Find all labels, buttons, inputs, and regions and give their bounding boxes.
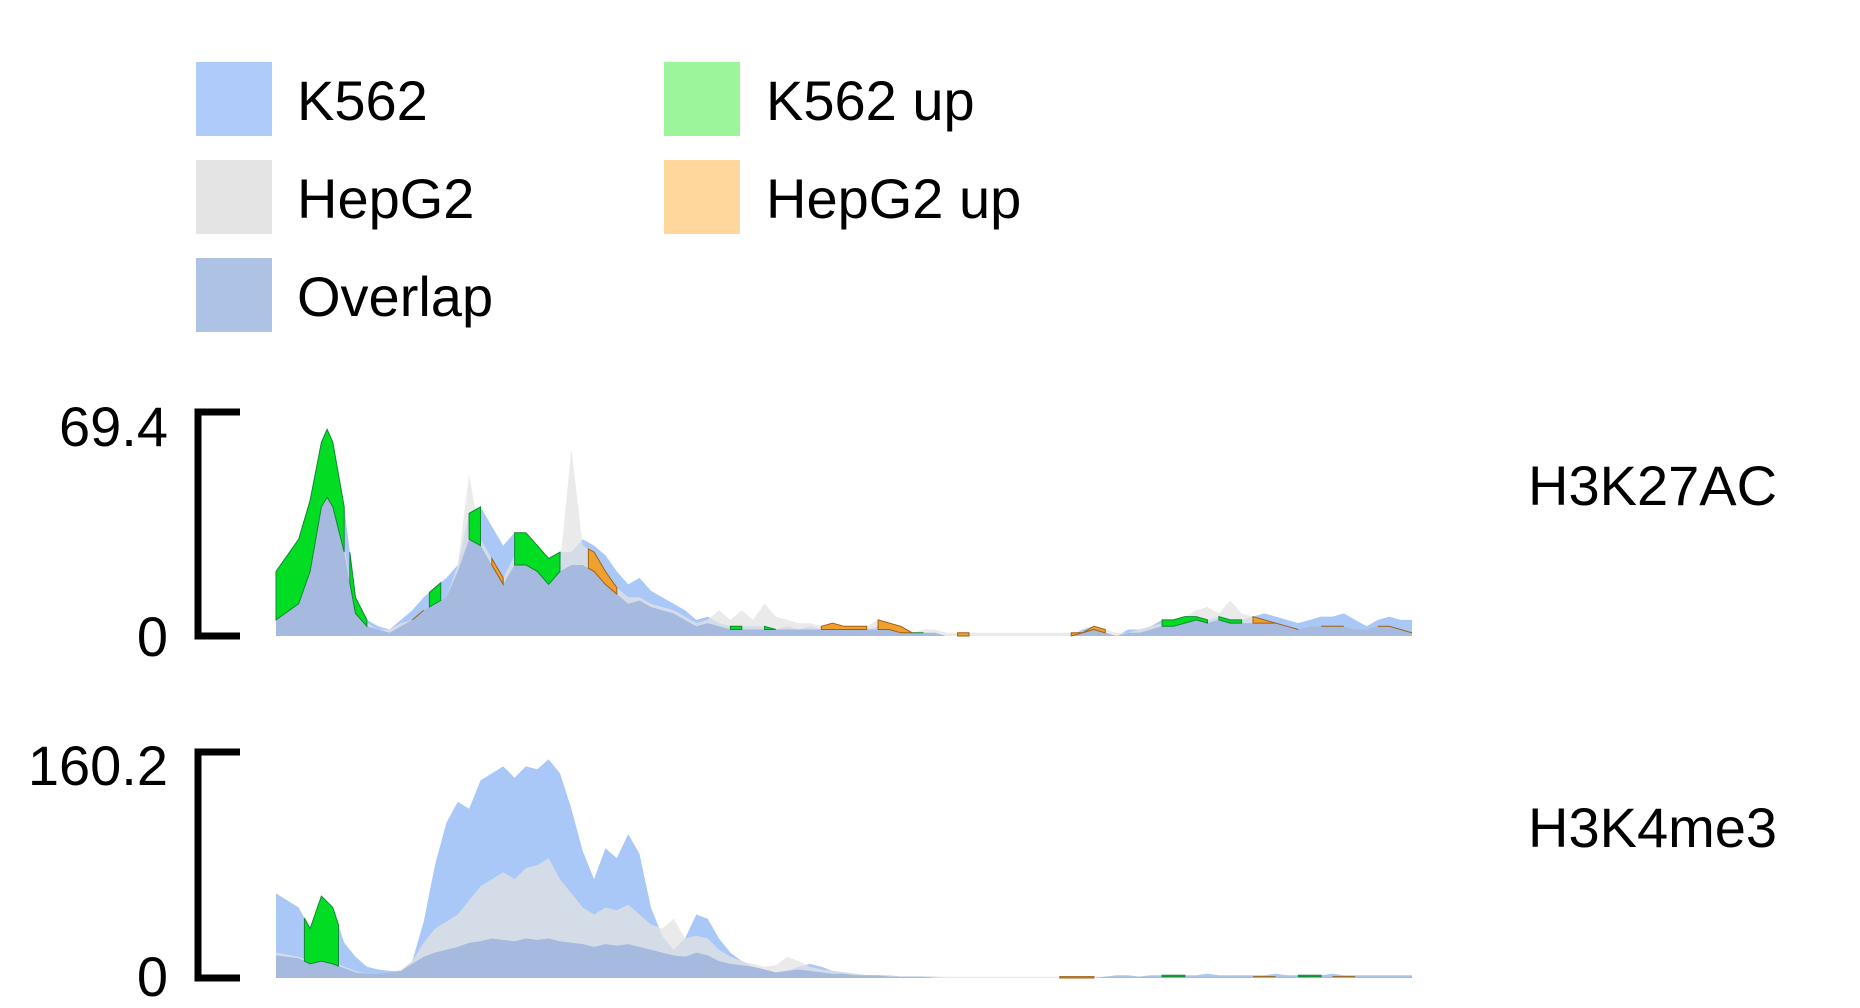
track-h3k27ac-overlap-area [276,497,1412,636]
hepg2-up-mark [1252,615,1299,630]
track-h3k4me3-overlap-area [276,938,1412,978]
legend-swatch-k562-up [664,62,740,136]
track-h3k4me3-hepg2-up-marks [1059,976,1356,979]
k562-up-mark [514,532,561,586]
track-h3k4me3-ytick-bottom: 0 [137,945,168,1008]
hepg2-up-mark [877,619,915,634]
k562-up-mark [428,581,442,608]
track-h3k4me3: 160.2 0 H3K4me3 [28,734,1777,1008]
legend-swatch-hepg2-up [664,160,740,234]
hepg2-up-mark [491,556,504,587]
legend-label-k562-up: K562 up [766,69,975,132]
hepg2-up-mark [1070,625,1106,637]
k562-up-mark [1161,616,1208,627]
legend-label-hepg2-up: HepG2 up [766,167,1021,230]
hepg2-up-mark [1059,976,1095,979]
track-h3k27ac-ytick-top: 69.4 [59,395,168,458]
track-h3k27ac-scale-bracket [194,408,240,640]
track-h3k27ac: 69.4 0 H3K27AC [59,395,1777,668]
track-h3k4me3-k562-up-marks [303,895,1322,978]
hepg2-up-mark [587,548,618,596]
hepg2-up-mark [957,632,970,637]
legend-swatch-k562 [196,62,272,136]
hepg2-up-mark [411,609,425,621]
k562-up-mark [729,625,743,630]
k562-up-mark [275,428,345,621]
k562-up-mark [1161,974,1186,978]
legend-label-overlap: Overlap [297,265,493,328]
k562-up-mark [468,506,481,547]
track-h3k4me3-scale-bracket [194,748,240,982]
hepg2-up-mark [820,622,868,630]
legend-swatch-overlap [196,258,272,332]
k562-up-mark [349,552,368,628]
k562-up-mark [1218,615,1243,624]
track-h3k27ac-ytick-bottom: 0 [137,605,168,668]
legend-swatch-hepg2 [196,160,272,234]
track-h3k4me3-ytick-top: 160.2 [28,734,168,797]
track-h3k27ac-k562-up-marks [275,428,1243,634]
legend-label-k562: K562 [297,69,428,132]
hepg2-up-mark [1377,625,1413,634]
track-h3k27ac-hepg2-up-marks [411,548,1413,637]
track-h3k27ac-label: H3K27AC [1528,454,1777,517]
track-h3k4me3-label: H3K4me3 [1528,796,1777,859]
k562-up-mark [303,895,339,967]
k562-up-mark [764,625,776,630]
legend: K562 HepG2 Overlap K562 up HepG2 up [196,62,1021,332]
k562-up-mark [1297,974,1322,978]
legend-label-hepg2: HepG2 [297,167,474,230]
